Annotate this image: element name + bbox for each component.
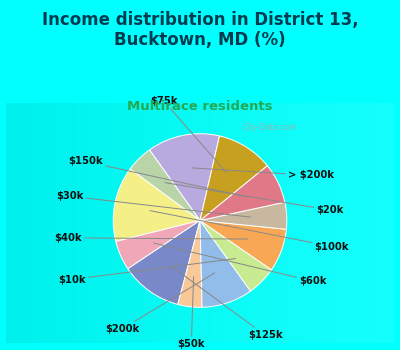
- Text: $125k: $125k: [171, 266, 282, 340]
- Wedge shape: [200, 220, 286, 270]
- Wedge shape: [200, 166, 285, 220]
- Text: $40k: $40k: [54, 233, 248, 243]
- Text: $100k: $100k: [150, 211, 349, 252]
- Wedge shape: [116, 220, 200, 269]
- Text: City-Data.com: City-Data.com: [242, 123, 296, 132]
- Text: $10k: $10k: [58, 259, 236, 285]
- Text: > $200k: > $200k: [192, 168, 334, 180]
- Text: $60k: $60k: [154, 243, 326, 286]
- Wedge shape: [200, 220, 272, 291]
- Wedge shape: [130, 150, 200, 220]
- Text: $30k: $30k: [56, 191, 251, 217]
- Wedge shape: [200, 220, 250, 307]
- Wedge shape: [178, 220, 202, 307]
- Text: $200k: $200k: [105, 273, 215, 334]
- Wedge shape: [113, 169, 200, 241]
- Wedge shape: [200, 202, 287, 229]
- Text: $50k: $50k: [178, 277, 205, 349]
- Wedge shape: [200, 136, 267, 220]
- Wedge shape: [128, 220, 200, 304]
- Text: $20k: $20k: [165, 183, 344, 215]
- Wedge shape: [150, 134, 220, 220]
- Text: Multirace residents: Multirace residents: [127, 100, 273, 113]
- Text: Income distribution in District 13,
Bucktown, MD (%): Income distribution in District 13, Buck…: [42, 10, 358, 49]
- Text: $150k: $150k: [68, 156, 246, 197]
- Text: $75k: $75k: [150, 96, 227, 173]
